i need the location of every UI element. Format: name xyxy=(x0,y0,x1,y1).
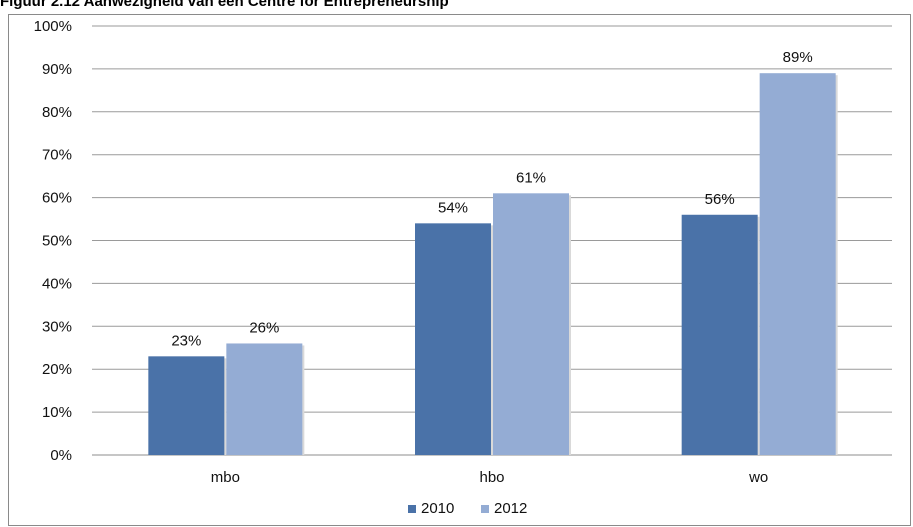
bar-2010-wo xyxy=(681,214,758,455)
y-tick-label: 0% xyxy=(50,447,72,464)
bar-2010-hbo xyxy=(415,223,491,455)
y-tick-label: 50% xyxy=(42,233,72,250)
data-label: 56% xyxy=(705,191,735,208)
legend-label-2012: 2012 xyxy=(494,500,527,517)
bar-2012-mbo xyxy=(226,343,303,455)
bars xyxy=(148,73,838,455)
category-labels: mbo hbo wo xyxy=(211,469,769,486)
y-tick-label: 30% xyxy=(42,318,72,335)
category-label-mbo: mbo xyxy=(211,469,240,486)
y-tick-label: 60% xyxy=(42,190,72,207)
y-tick-label: 90% xyxy=(42,61,72,78)
legend-label-2010: 2010 xyxy=(421,500,454,517)
figure-caption: Figuur 2.12 Aanwezigheid van een Centre … xyxy=(0,0,449,10)
data-label: 26% xyxy=(249,319,279,336)
y-tick-label: 20% xyxy=(42,361,72,378)
data-label: 23% xyxy=(171,332,201,349)
y-tick-label: 80% xyxy=(42,104,72,121)
y-tick-label: 40% xyxy=(42,275,72,292)
bar-2012-wo xyxy=(759,73,836,455)
data-labels: 23% 26% 54% 61% 56% 89% xyxy=(171,49,812,349)
legend: 2010 2012 xyxy=(408,500,527,517)
bar-2012-hbo xyxy=(493,193,569,455)
category-label-hbo: hbo xyxy=(479,469,504,486)
legend-swatch-2012 xyxy=(481,505,489,513)
bar-2010-mbo xyxy=(148,356,225,455)
data-label: 61% xyxy=(516,169,546,186)
y-tick-label: 70% xyxy=(42,147,72,164)
y-tick-label: 100% xyxy=(34,18,72,35)
data-label: 54% xyxy=(438,199,468,216)
category-label-wo: wo xyxy=(748,469,768,486)
y-tick-label: 10% xyxy=(42,404,72,421)
legend-swatch-2010 xyxy=(408,505,416,513)
data-label: 89% xyxy=(783,49,813,66)
y-axis-ticks: 0% 10% 20% 30% 40% 50% 60% 70% 80% 90% 100% xyxy=(34,18,72,464)
